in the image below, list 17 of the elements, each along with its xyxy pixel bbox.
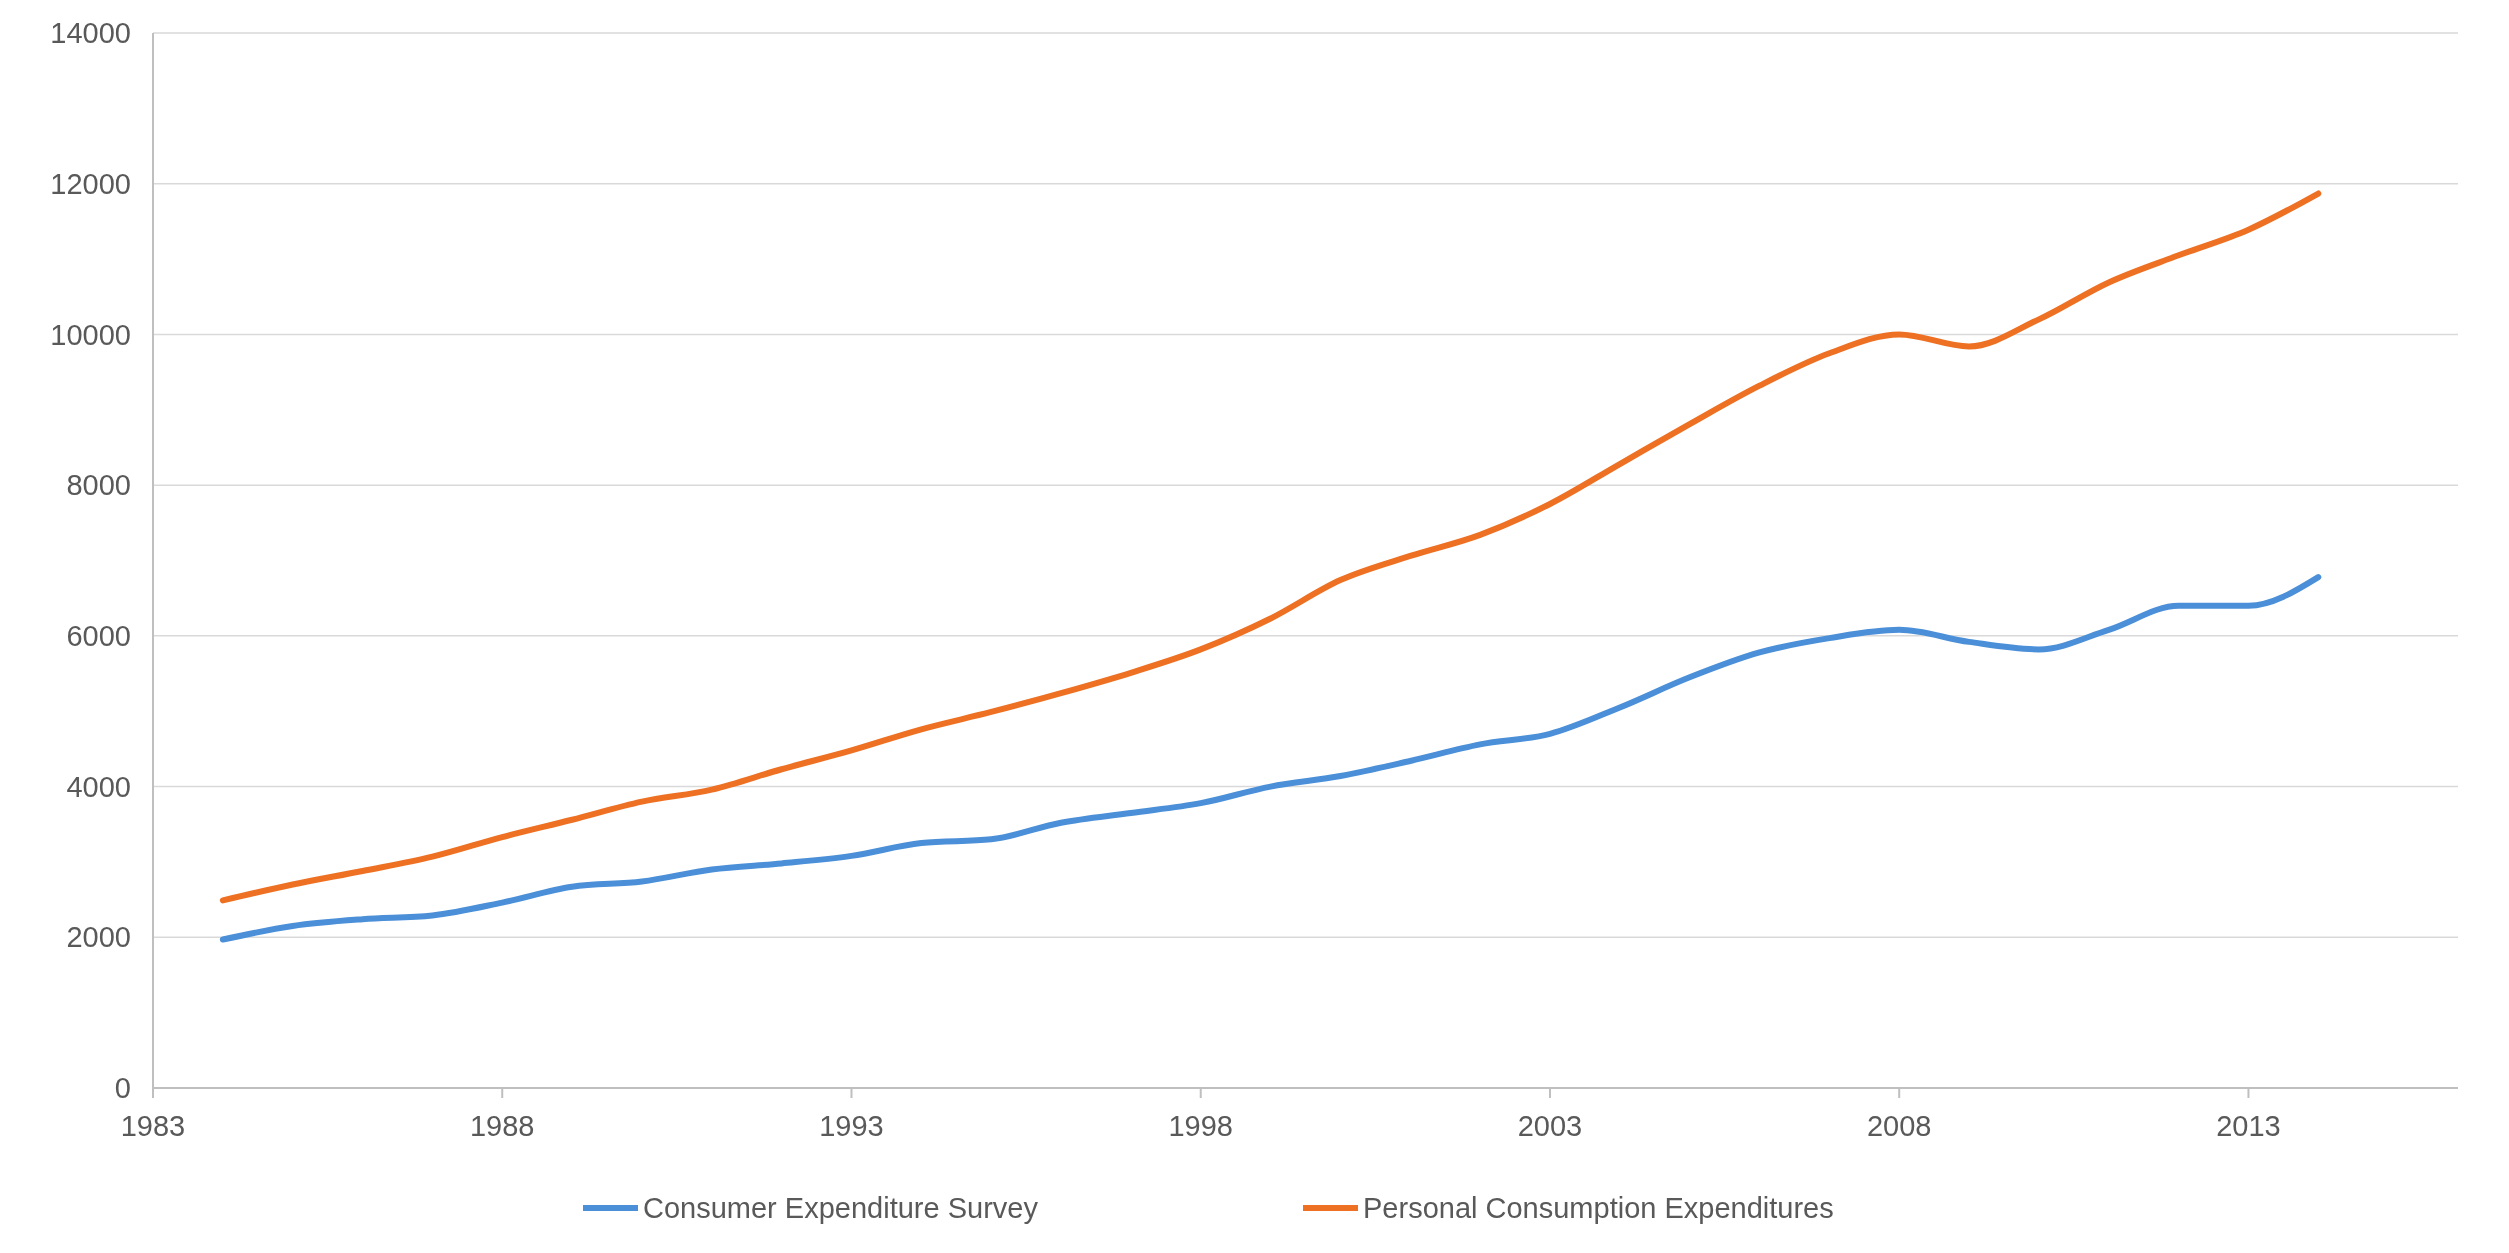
y-tick-label: 14000 <box>50 17 131 50</box>
y-tick-label: 4000 <box>66 770 131 803</box>
y-tick-label: 6000 <box>66 620 131 653</box>
legend-label: Consumer Expenditure Survey <box>643 1192 1039 1224</box>
x-tick-label: 1998 <box>1168 1110 1233 1142</box>
legend-label: Personal Consumption Expenditures <box>1363 1192 1834 1224</box>
x-tick-label: 2008 <box>1866 1110 1932 1142</box>
x-tick-label: 1993 <box>819 1110 884 1142</box>
x-tick-label: 1988 <box>469 1110 535 1142</box>
x-tick-label: 1983 <box>120 1110 186 1142</box>
x-tick-label: 2003 <box>1517 1110 1583 1142</box>
y-tick-label: 8000 <box>66 469 131 502</box>
y-tick-label: 0 <box>114 1072 131 1105</box>
y-tick-label: 10000 <box>50 318 131 351</box>
y-tick-label: 2000 <box>66 921 131 954</box>
y-tick-label: 12000 <box>50 167 131 200</box>
x-tick-label: 2013 <box>2216 1110 2281 1142</box>
